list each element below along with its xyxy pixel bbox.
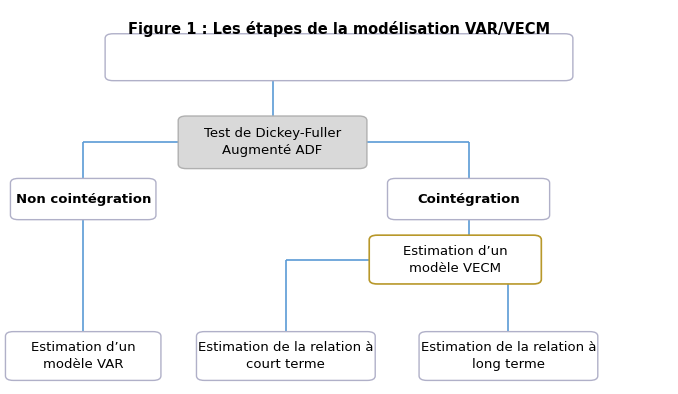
FancyBboxPatch shape: [388, 178, 550, 220]
FancyBboxPatch shape: [105, 34, 573, 81]
FancyBboxPatch shape: [370, 235, 541, 284]
Text: Figure 1 : Les étapes de la modélisation VAR/VECM: Figure 1 : Les étapes de la modélisation…: [128, 21, 550, 37]
Text: Estimation de la relation à
long terme: Estimation de la relation à long terme: [420, 341, 596, 371]
FancyBboxPatch shape: [178, 116, 367, 169]
Text: Estimation d’un
modèle VAR: Estimation d’un modèle VAR: [31, 341, 136, 371]
FancyBboxPatch shape: [419, 332, 598, 381]
Text: Estimation d’un
modèle VECM: Estimation d’un modèle VECM: [403, 245, 508, 275]
Text: Non cointégration: Non cointégration: [16, 193, 151, 206]
FancyBboxPatch shape: [197, 332, 375, 381]
Text: Test de Dickey-Fuller
Augmenté ADF: Test de Dickey-Fuller Augmenté ADF: [204, 127, 341, 157]
FancyBboxPatch shape: [5, 332, 161, 381]
FancyBboxPatch shape: [10, 178, 156, 220]
Text: Cointégration: Cointégration: [417, 193, 520, 206]
Text: Estimation de la relation à
court terme: Estimation de la relation à court terme: [198, 341, 374, 371]
